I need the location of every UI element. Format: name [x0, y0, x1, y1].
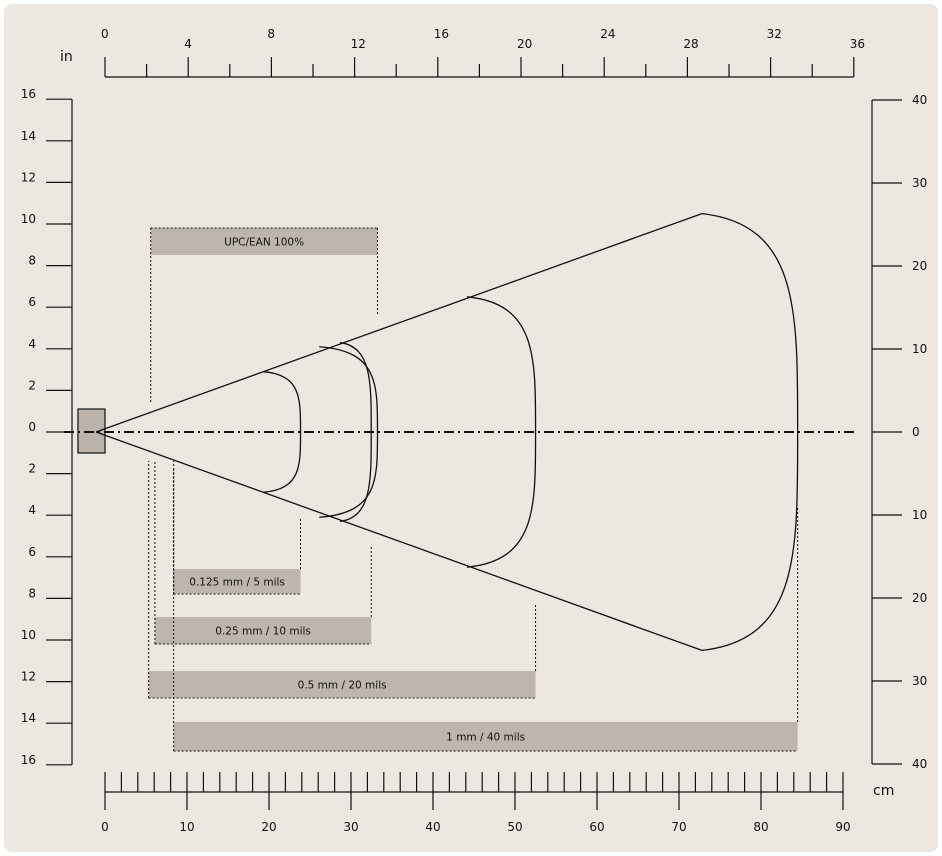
range-band-1	[173, 569, 301, 594]
right-axis-tick-label: 10	[912, 342, 927, 356]
left-axis-tick-label: 6	[28, 295, 36, 309]
left-axis-tick-label: 16	[21, 87, 36, 101]
range-band-label: UPC/EAN 100%	[224, 237, 304, 249]
diagram-panel: 0 4 8 12 16 20 24 28 32 36 in 0 10 20 30 40 50 60 70 80 90 cm…	[4, 4, 938, 852]
top-axis-tick-label: 20	[517, 37, 532, 51]
left-axis-tick-label: 12	[21, 170, 36, 184]
top-axis-tick-label: 8	[267, 27, 275, 41]
cone-edge-lower	[95, 431, 703, 652]
left-axis-tick-label: 14	[21, 711, 36, 725]
right-axis-tick-label: 30	[912, 176, 927, 190]
top-axis-tick-label: 36	[850, 37, 865, 51]
right-axis-tick-label: 30	[912, 674, 927, 688]
bottom-axis-tick-label: 20	[261, 820, 276, 834]
left-axis-tick-label: 8	[28, 586, 36, 600]
left-axis-tick-label: 2	[28, 462, 36, 476]
right-axis-tick-label: 40	[912, 757, 927, 771]
range-band-4	[173, 722, 798, 751]
top-axis-tick-label: 32	[767, 27, 782, 41]
range-arc-3	[466, 296, 537, 568]
right-axis-tick-label: 10	[912, 508, 927, 522]
right-axis-tick-label: 20	[912, 259, 927, 273]
cm-unit-label: cm	[873, 783, 894, 799]
range-band-3	[148, 671, 536, 698]
top-axis-tick-label: 4	[184, 37, 192, 51]
right-axis-tick-label: 0	[912, 425, 920, 439]
range-arc-4	[701, 212, 799, 652]
range-band-0	[150, 228, 378, 255]
left-axis-tick-label: 6	[28, 545, 36, 559]
top-axis-tick-label: 0	[101, 27, 109, 41]
left-axis-tick-label: 2	[28, 378, 36, 392]
left-axis-tick-label: 4	[28, 337, 36, 351]
bottom-axis-tick-label: 70	[671, 820, 686, 834]
left-axis-tick-label: 0	[28, 420, 36, 434]
left-axis-tick-label: 12	[21, 670, 36, 684]
range-band-label: 0.5 mm / 20 mils	[298, 680, 387, 692]
range-arc-1	[263, 371, 302, 493]
top-axis-tick-label: 24	[600, 27, 615, 41]
top-axis-tick-label: 12	[351, 37, 366, 51]
bottom-axis-tick-label: 80	[753, 820, 768, 834]
range-band-label: 0.25 mm / 10 mils	[215, 626, 311, 638]
bottom-axis-tick-label: 10	[179, 820, 194, 834]
right-axis-tick-label: 40	[912, 93, 927, 107]
top-axis-tick-label: 16	[434, 27, 449, 41]
range-arc-2	[339, 341, 372, 523]
left-axis-tick-label: 14	[21, 129, 36, 143]
bottom-axis-tick-label: 40	[425, 820, 440, 834]
bottom-axis-tick-label: 0	[101, 820, 109, 834]
inch-unit-label: in	[60, 49, 73, 65]
bottom-axis-tick-label: 90	[835, 820, 850, 834]
range-band-label: 1 mm / 40 mils	[446, 732, 525, 744]
cone-edge-upper	[95, 212, 703, 433]
bottom-axis-tick-label: 30	[343, 820, 358, 834]
left-axis-tick-label: 8	[28, 254, 36, 268]
left-axis-tick-label: 16	[21, 753, 36, 767]
range-arc-0	[319, 346, 379, 518]
cone-layer	[64, 212, 857, 652]
left-axis-tick-label: 4	[28, 503, 36, 517]
band-layer	[148, 227, 799, 752]
left-axis-tick-label: 10	[21, 628, 36, 642]
bottom-axis-tick-label: 60	[589, 820, 604, 834]
top-axis-tick-label: 28	[683, 37, 698, 51]
bottom-axis-tick-label: 50	[507, 820, 522, 834]
right-axis-tick-label: 20	[912, 591, 927, 605]
range-band-label: 0.125 mm / 5 mils	[189, 577, 285, 589]
left-axis-tick-label: 10	[21, 212, 36, 226]
range-band-2	[154, 617, 372, 644]
